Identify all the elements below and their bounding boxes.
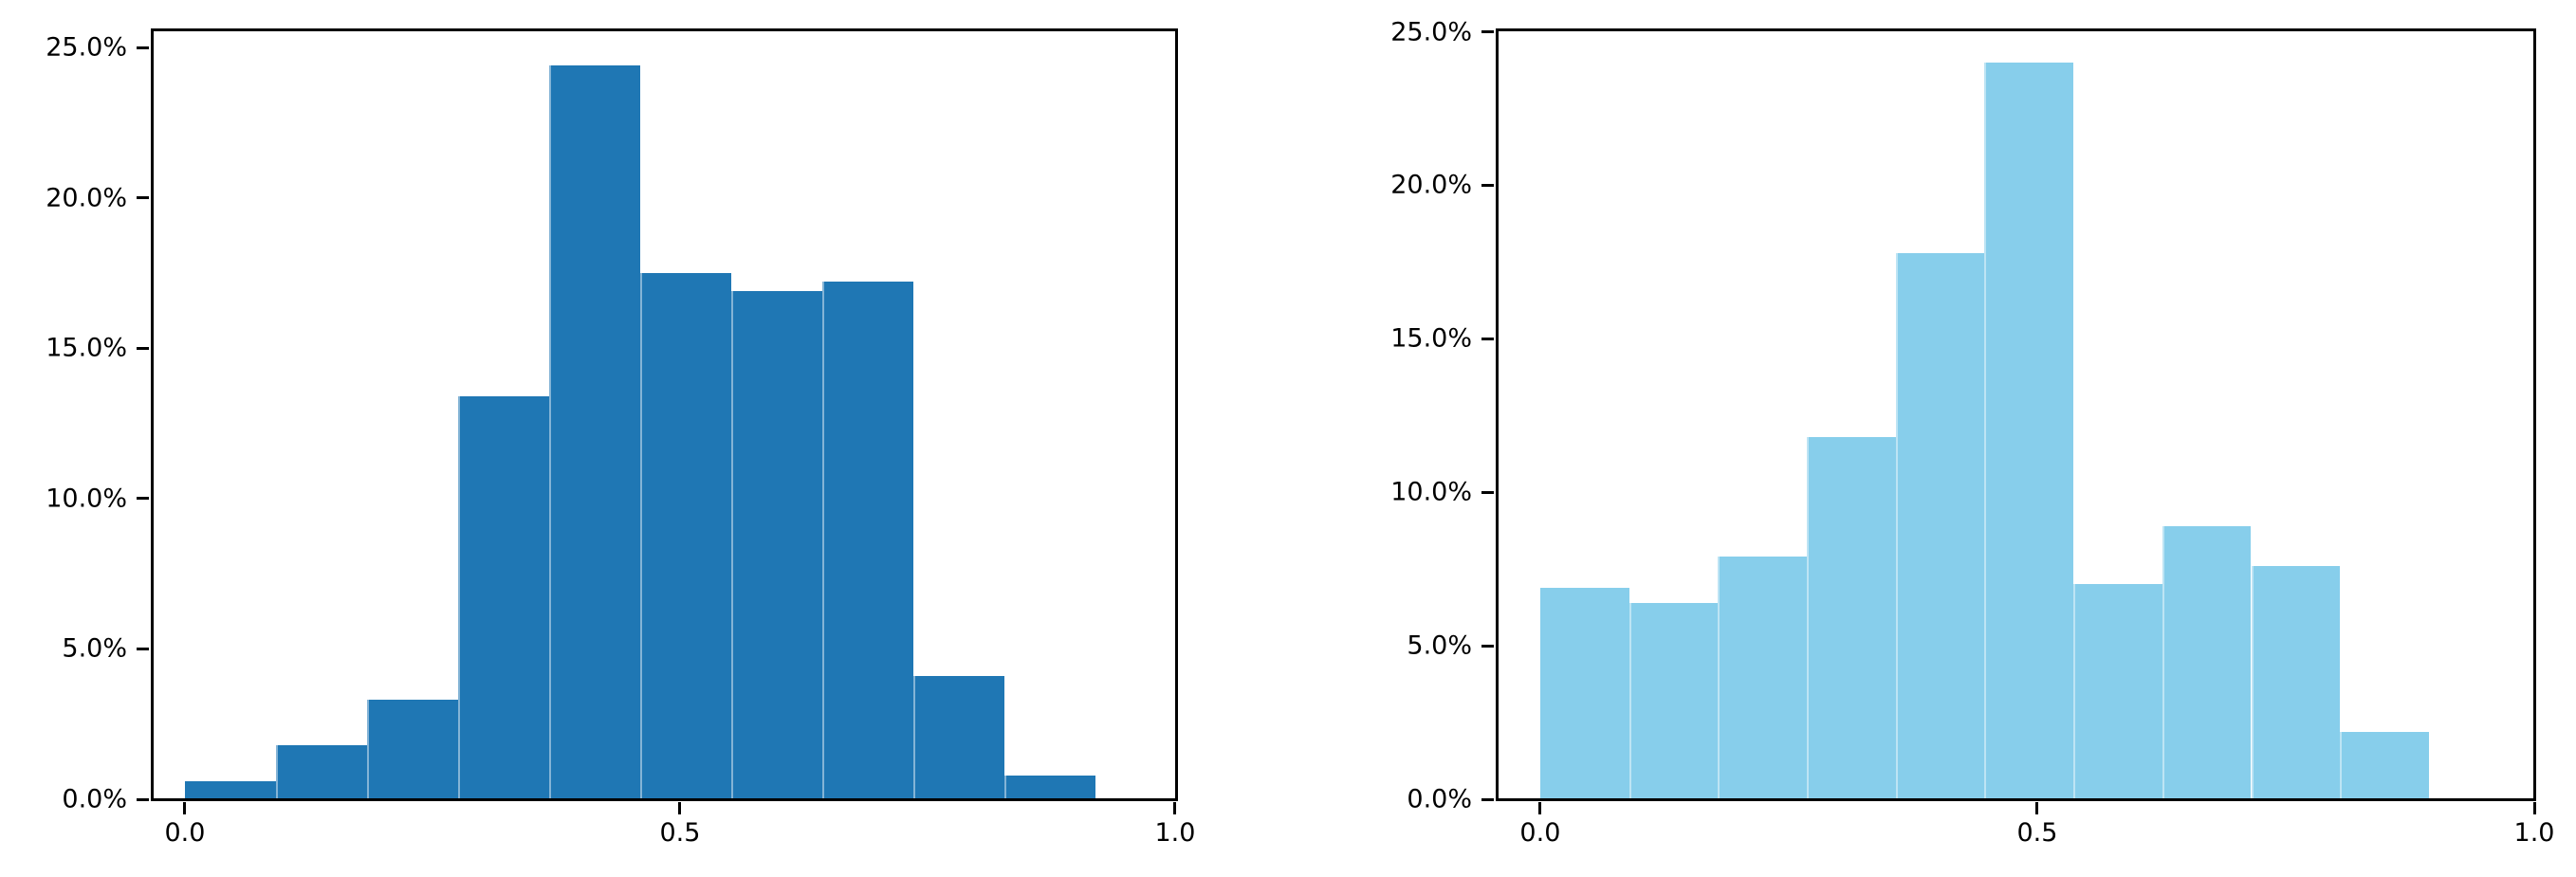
left-y-tick-label-4: 20.0% — [46, 183, 127, 213]
right-x-tick-label-0: 0.0 — [1519, 818, 1561, 848]
left-histogram-bar-2 — [367, 700, 459, 799]
right-y-tick-3 — [1481, 337, 1494, 340]
left-histogram-axes: 0.0% 5.0% 10.0% 15.0% 20.0% 25.0% 0.0 0.5 1.0 — [46, 27, 1195, 846]
left-x-tick-label-0: 0.0 — [164, 818, 206, 848]
left-histogram-bar-6 — [731, 290, 823, 799]
right-y-tick-label-2: 10.0% — [1390, 477, 1472, 507]
left-y-tick-1 — [137, 647, 149, 650]
left-histogram-bar-7 — [822, 282, 914, 799]
left-y-tick-label-0: 0.0% — [62, 784, 127, 814]
right-y-tick-label-3: 15.0% — [1390, 323, 1472, 354]
left-y-tick-label-1: 5.0% — [62, 633, 127, 664]
left-histogram-bar-5 — [640, 272, 732, 799]
right-x-tick-label-2: 1.0 — [2513, 818, 2555, 848]
right-histogram-bar-8 — [2251, 565, 2341, 799]
left-y-tick-2 — [137, 497, 149, 501]
right-y-tick-label-5: 25.0% — [1390, 17, 1472, 47]
left-histogram-bar-1 — [276, 744, 368, 799]
left-histogram-bars — [152, 29, 1176, 799]
right-x-tick-1 — [2035, 802, 2039, 814]
left-histogram-bar-9 — [1004, 775, 1096, 799]
left-y-tick-label-2: 10.0% — [46, 484, 127, 514]
right-histogram-axes: 0.0% 5.0% 10.0% 15.0% 20.0% 25.0% 0.0 0.5 1.0 — [1390, 19, 2554, 846]
right-x-tick-0 — [1538, 802, 1542, 814]
left-y-tick-0 — [137, 797, 149, 801]
left-y-tick-label-3: 15.0% — [46, 333, 127, 363]
right-y-tick-2 — [1481, 490, 1494, 494]
left-x-tick-1 — [678, 802, 682, 814]
right-histogram-bar-0 — [1539, 587, 1629, 799]
right-histogram-bar-4 — [1895, 252, 1985, 799]
right-y-tick-5 — [1481, 30, 1494, 34]
right-histogram-bars — [1497, 29, 2534, 799]
right-histogram-bar-2 — [1718, 557, 1807, 799]
right-histogram-bar-6 — [2073, 584, 2162, 799]
right-y-tick-1 — [1481, 644, 1494, 648]
right-x-tick-2 — [2532, 802, 2536, 814]
right-y-tick-label-4: 20.0% — [1390, 170, 1472, 200]
left-y-tick-4 — [137, 196, 149, 200]
right-y-tick-4 — [1481, 183, 1494, 187]
right-x-tick-label-1: 0.5 — [2016, 818, 2058, 848]
right-histogram-bar-7 — [2162, 525, 2252, 799]
left-x-tick-2 — [1173, 802, 1177, 814]
right-y-tick-label-0: 0.0% — [1407, 784, 1472, 814]
right-y-tick-label-1: 5.0% — [1407, 630, 1472, 661]
left-histogram-bar-0 — [184, 780, 276, 799]
left-histogram-bar-4 — [549, 65, 641, 799]
right-histogram-bar-5 — [1984, 62, 2074, 799]
left-x-tick-label-2: 1.0 — [1154, 818, 1196, 848]
left-x-tick-0 — [183, 802, 187, 814]
right-histogram-bar-1 — [1628, 602, 1719, 799]
right-histogram-bar-3 — [1807, 436, 1896, 799]
left-histogram-bar-8 — [913, 675, 1005, 799]
right-y-tick-0 — [1481, 797, 1494, 801]
right-histogram-bar-9 — [2340, 731, 2429, 799]
left-y-tick-3 — [137, 346, 149, 350]
left-histogram-bar-3 — [458, 395, 550, 799]
left-y-tick-5 — [137, 46, 149, 49]
left-y-tick-label-5: 25.0% — [46, 32, 127, 63]
left-x-tick-label-1: 0.5 — [659, 818, 701, 848]
